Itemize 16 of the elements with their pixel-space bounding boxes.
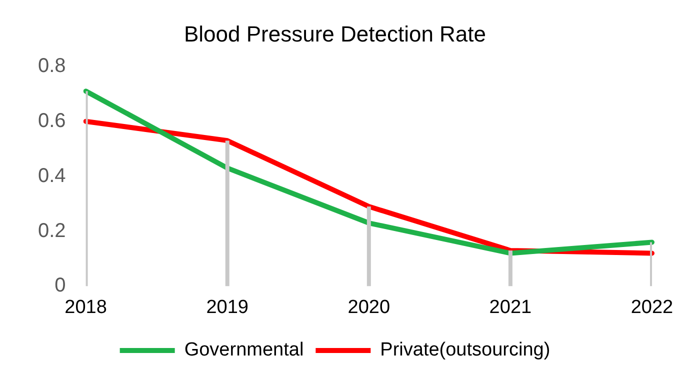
y-tick-label: 0.8 (38, 54, 66, 77)
bar (225, 140, 230, 286)
y-tick-label: 0.6 (38, 110, 66, 132)
bar (508, 250, 512, 286)
x-tick-label: 2019 (206, 296, 248, 318)
legend-label: Private(outsourcing) (380, 340, 550, 361)
x-tick-label: 2020 (348, 296, 390, 318)
chart-title: Blood Pressure Detection Rate (184, 21, 486, 46)
x-tick-label: 2018 (64, 296, 107, 318)
y-tick-label: 0.4 (38, 164, 66, 187)
x-tick-label: 2021 (489, 296, 532, 318)
legend-label: Governmental (184, 340, 304, 361)
bar (366, 206, 371, 286)
y-tick-label: 0 (54, 274, 66, 297)
y-tick-label: 0.2 (38, 220, 66, 242)
x-tick-label: 2022 (630, 296, 674, 318)
